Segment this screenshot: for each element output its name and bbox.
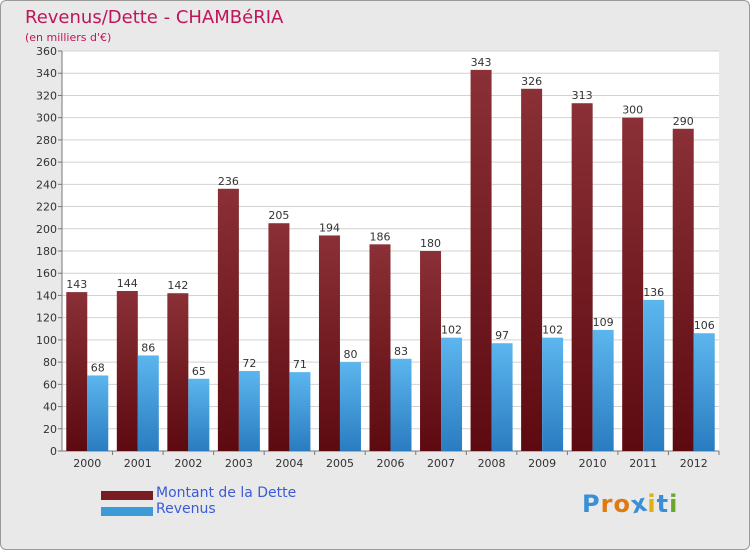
- logo-letter: o: [613, 490, 631, 518]
- bar-debt-2002: [167, 293, 189, 451]
- data-label-debt-2002: 142: [167, 279, 188, 292]
- bar-revenus-2000: [87, 375, 109, 451]
- data-label-revenus-2004: 71: [293, 358, 307, 371]
- data-label-revenus-2011: 136: [643, 286, 664, 299]
- bar-debt-2011: [622, 117, 644, 452]
- logo-letter: t: [656, 490, 670, 518]
- legend-label-debt: Montant de la Dette: [156, 485, 297, 501]
- data-label-revenus-2008: 97: [495, 329, 509, 342]
- bar-debt-2005: [318, 235, 340, 451]
- data-label-revenus-2012: 106: [694, 319, 715, 332]
- data-label-debt-2007: 180: [420, 237, 441, 250]
- data-label-revenus-2007: 102: [441, 324, 462, 337]
- bar-revenus-2011: [643, 299, 665, 451]
- logo-letter: P: [582, 490, 601, 518]
- bar-debt-2004: [268, 223, 290, 451]
- y-tick-label: 180: [36, 245, 57, 258]
- bar-revenus-2003: [238, 371, 260, 451]
- y-tick-label: 280: [36, 134, 57, 147]
- x-tick-label: 2004: [275, 457, 303, 470]
- bar-revenus-2005: [339, 362, 361, 451]
- x-tick-label: 2002: [174, 457, 202, 470]
- proxiti-logo: Proxiti: [582, 489, 679, 520]
- x-tick-label: 2012: [680, 457, 708, 470]
- data-label-revenus-2002: 65: [192, 365, 206, 378]
- data-label-revenus-2001: 86: [141, 341, 155, 354]
- y-tick-label: 100: [36, 334, 57, 347]
- y-tick-label: 200: [36, 223, 57, 236]
- bar-debt-2000: [66, 292, 88, 451]
- data-label-revenus-2010: 109: [593, 316, 614, 329]
- y-tick-label: 360: [36, 45, 57, 58]
- x-tick-label: 2003: [225, 457, 253, 470]
- bar-debt-2009: [521, 88, 543, 452]
- y-tick-label: 160: [36, 267, 57, 280]
- data-label-debt-2000: 143: [66, 278, 87, 291]
- y-tick-label: 120: [36, 312, 57, 325]
- x-tick-label: 2008: [478, 457, 506, 470]
- bar-debt-2008: [470, 69, 492, 451]
- x-tick-label: 2011: [629, 457, 657, 470]
- y-tick-label: 0: [50, 445, 57, 458]
- bar-debt-2007: [420, 251, 442, 451]
- data-label-revenus-2006: 83: [394, 345, 408, 358]
- data-label-debt-2001: 144: [117, 277, 138, 290]
- y-tick-label: 60: [43, 378, 57, 391]
- bar-debt-2010: [571, 103, 593, 451]
- data-label-revenus-2005: 80: [343, 348, 357, 361]
- bar-debt-2003: [217, 188, 239, 451]
- legend-swatch-debt: [101, 491, 153, 500]
- logo-letter: i: [647, 490, 657, 518]
- x-tick-label: 2006: [377, 457, 405, 470]
- legend-swatch-revenus: [101, 507, 153, 516]
- x-tick-label: 2009: [528, 457, 556, 470]
- logo-letter: r: [600, 490, 614, 518]
- x-tick-label: 2010: [579, 457, 607, 470]
- legend-label-revenus: Revenus: [156, 501, 216, 517]
- chart-title: Revenus/Dette - CHAMBéRIA: [25, 7, 284, 28]
- bar-debt-2006: [369, 244, 391, 451]
- bar-revenus-2010: [592, 329, 614, 451]
- logo-letter: i: [669, 490, 679, 518]
- data-label-revenus-2009: 102: [542, 324, 563, 337]
- data-label-revenus-2003: 72: [242, 357, 256, 370]
- data-label-revenus-2000: 68: [91, 361, 105, 374]
- bar-revenus-2004: [289, 372, 311, 451]
- bar-revenus-2012: [693, 333, 715, 451]
- y-tick-label: 40: [43, 401, 57, 414]
- bar-revenus-2006: [390, 358, 412, 451]
- chart-subtitle: (en milliers d'€): [25, 31, 112, 44]
- data-label-debt-2011: 300: [622, 104, 643, 117]
- y-tick-label: 300: [36, 112, 57, 125]
- bar-debt-2012: [672, 128, 694, 451]
- x-tick-label: 2000: [73, 457, 101, 470]
- y-tick-label: 260: [36, 156, 57, 169]
- y-tick-label: 20: [43, 423, 57, 436]
- bar-revenus-2009: [542, 337, 564, 451]
- data-label-debt-2003: 236: [218, 175, 239, 188]
- x-tick-label: 2007: [427, 457, 455, 470]
- bar-revenus-2008: [491, 343, 513, 451]
- data-label-debt-2004: 205: [268, 209, 289, 222]
- bar-revenus-2007: [441, 337, 463, 451]
- y-tick-label: 240: [36, 178, 57, 191]
- y-tick-label: 80: [43, 356, 57, 369]
- x-tick-label: 2001: [124, 457, 152, 470]
- y-tick-label: 140: [36, 289, 57, 302]
- data-label-debt-2010: 313: [572, 89, 593, 102]
- y-tick-label: 340: [36, 67, 57, 80]
- data-label-debt-2006: 186: [370, 230, 391, 243]
- data-label-debt-2012: 290: [673, 115, 694, 128]
- y-tick-label: 320: [36, 89, 57, 102]
- data-label-debt-2005: 194: [319, 221, 340, 234]
- bar-revenus-2001: [137, 355, 159, 451]
- bar-debt-2001: [116, 291, 138, 451]
- data-label-debt-2008: 343: [471, 56, 492, 69]
- x-tick-label: 2005: [326, 457, 354, 470]
- data-label-debt-2009: 326: [521, 75, 542, 88]
- bar-revenus-2002: [188, 378, 210, 451]
- y-tick-label: 220: [36, 201, 57, 214]
